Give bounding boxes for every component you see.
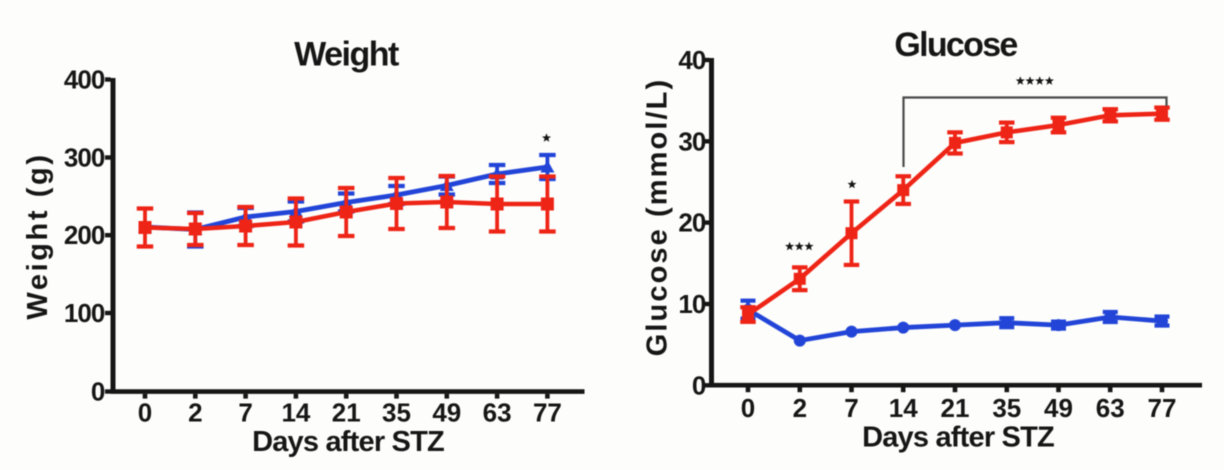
svg-text:2: 2 — [793, 393, 807, 423]
svg-text:7: 7 — [844, 393, 858, 423]
svg-text:Days after STZ: Days after STZ — [252, 426, 444, 458]
svg-text:Days after STZ: Days after STZ — [862, 422, 1054, 454]
svg-text:Glucose: Glucose — [894, 26, 1017, 64]
svg-text:40: 40 — [678, 45, 705, 75]
svg-text:21: 21 — [941, 393, 970, 423]
svg-text:49: 49 — [1044, 393, 1073, 423]
svg-text:63: 63 — [483, 398, 512, 428]
svg-text:35: 35 — [992, 393, 1021, 423]
svg-text:77: 77 — [533, 398, 562, 428]
svg-text:35: 35 — [382, 398, 411, 428]
svg-text:21: 21 — [332, 398, 361, 428]
svg-text:49: 49 — [432, 398, 461, 428]
svg-text:14: 14 — [281, 398, 310, 428]
svg-text:0: 0 — [741, 393, 755, 423]
svg-text:14: 14 — [889, 393, 918, 423]
svg-text:2: 2 — [188, 398, 202, 428]
svg-text:20: 20 — [678, 208, 705, 238]
svg-text:77: 77 — [1148, 393, 1177, 423]
svg-text:400: 400 — [64, 65, 105, 95]
svg-text:300: 300 — [64, 143, 105, 173]
svg-text:10: 10 — [678, 289, 705, 319]
svg-text:Weight: Weight — [294, 36, 399, 74]
svg-text:200: 200 — [64, 220, 105, 250]
svg-text:100: 100 — [64, 298, 105, 328]
svg-text:0: 0 — [91, 377, 105, 407]
svg-text:Weight (g): Weight (g) — [22, 152, 54, 319]
svg-text:Glucose (mmol/L): Glucose (mmol/L) — [642, 78, 674, 357]
svg-text:63: 63 — [1096, 393, 1125, 423]
svg-text:0: 0 — [138, 398, 152, 428]
svg-text:0: 0 — [692, 370, 706, 400]
svg-text:7: 7 — [238, 398, 252, 428]
svg-text:30: 30 — [678, 126, 705, 156]
